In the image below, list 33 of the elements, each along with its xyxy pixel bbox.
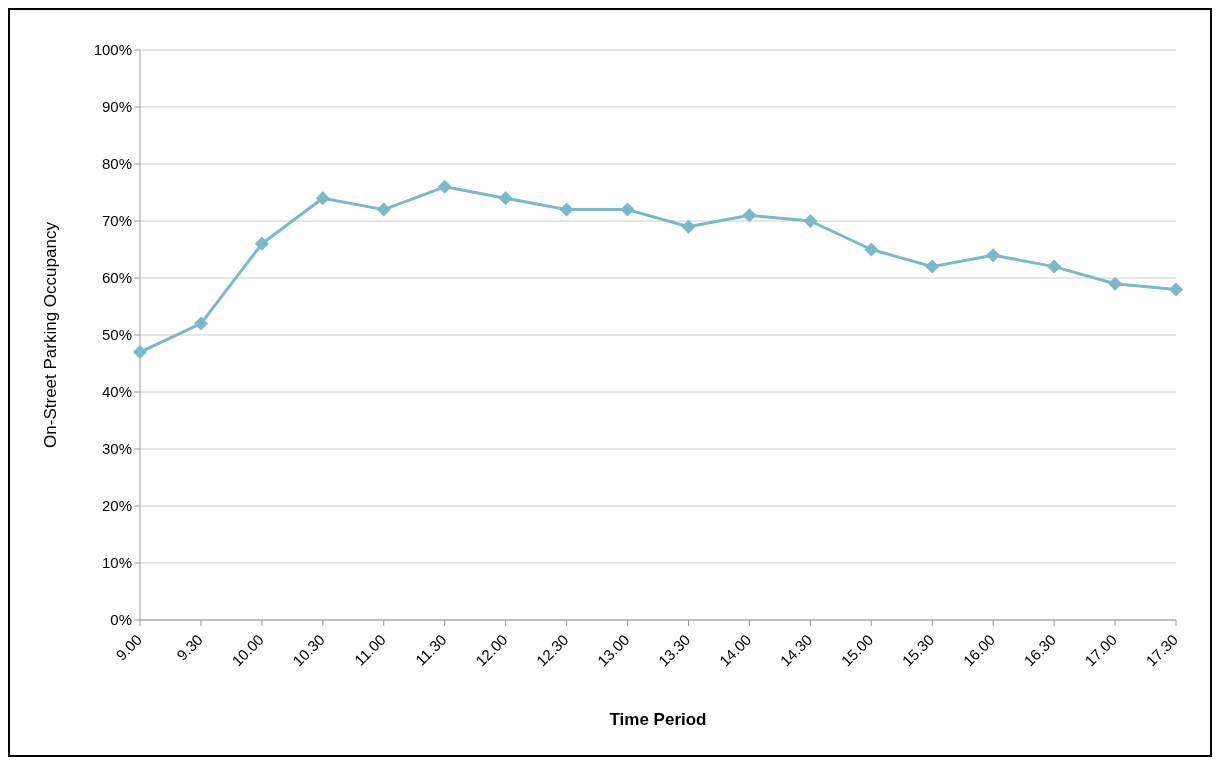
y-tick-label: 100% <box>93 41 132 59</box>
point <box>315 191 330 206</box>
point <box>133 345 147 360</box>
y-tick-label: 80% <box>101 155 132 173</box>
point <box>376 202 391 217</box>
y-tick-label: 90% <box>101 98 132 116</box>
y-tick-label: 40% <box>101 383 132 401</box>
point <box>620 202 635 217</box>
y-tick-label: 20% <box>101 497 132 515</box>
point <box>559 202 574 217</box>
y-tick-label: 0% <box>110 611 132 629</box>
point <box>1169 282 1183 297</box>
point <box>925 259 940 274</box>
point <box>986 248 1001 263</box>
point <box>1108 276 1123 291</box>
y-tick-label: 30% <box>101 440 132 458</box>
x-axis-title: Time Period <box>609 710 707 729</box>
y-tick-label: 10% <box>101 554 132 572</box>
point <box>681 219 696 234</box>
point <box>1047 259 1062 274</box>
y-tick-label: 70% <box>101 212 132 230</box>
point <box>498 191 513 206</box>
y-tick-label: 60% <box>101 269 132 287</box>
point <box>193 316 208 331</box>
point <box>437 179 452 194</box>
point <box>742 208 757 223</box>
point <box>864 242 879 257</box>
y-axis-title: On-Street Parking Occupancy <box>41 221 61 448</box>
x-tick-label: 9.30 <box>173 630 206 664</box>
point <box>254 236 269 251</box>
point <box>803 214 818 228</box>
y-tick-label: 50% <box>101 326 132 344</box>
x-tick-label: 9.00 <box>112 630 145 664</box>
